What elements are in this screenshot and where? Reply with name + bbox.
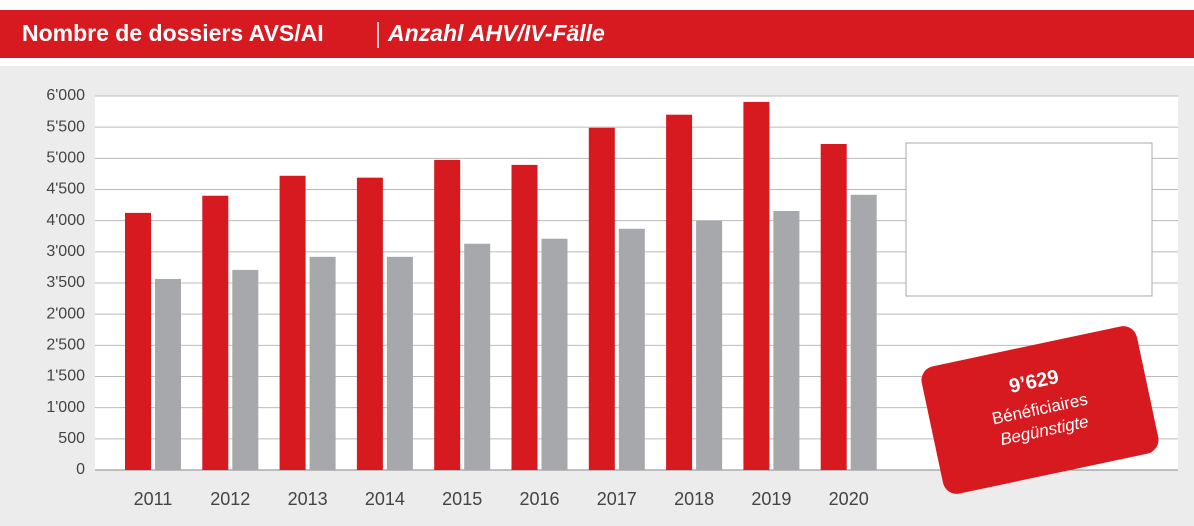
bar: [356, 177, 383, 470]
bar: [202, 195, 229, 470]
x-tick-label: 2020: [829, 489, 869, 509]
y-tick-label: 500: [58, 430, 85, 447]
x-tick-label: 2014: [365, 489, 405, 509]
bar: [541, 238, 568, 470]
x-tick-label: 2016: [519, 489, 559, 509]
bar: [588, 127, 615, 470]
bar: [773, 211, 800, 470]
chart-subtitle: Anzahl AHV/IV-Fälle: [387, 20, 605, 46]
x-tick-label: 2017: [597, 489, 637, 509]
y-tick-label: 2'000: [46, 305, 85, 322]
x-tick-label: 2012: [210, 489, 250, 509]
bar: [232, 269, 259, 470]
y-tick-label: 3'500: [46, 274, 85, 291]
bar: [511, 164, 538, 470]
bar: [743, 101, 770, 471]
bar: [696, 220, 723, 470]
x-tick-label: 2018: [674, 489, 714, 509]
header-bar: [0, 10, 1194, 58]
x-tick-label: 2019: [751, 489, 791, 509]
y-tick-label: 1'500: [46, 368, 85, 385]
bar: [386, 256, 413, 470]
y-tick-label: 0: [76, 461, 85, 478]
x-tick-label: 2015: [442, 489, 482, 509]
bar: [618, 228, 645, 470]
bar: [850, 194, 877, 470]
bar: [666, 114, 693, 470]
legend: [905, 142, 1153, 297]
y-tick-label: 4'000: [46, 212, 85, 229]
x-tick-label: 2013: [288, 489, 328, 509]
y-tick-label: 3'000: [46, 243, 85, 260]
y-tick-label: 6'000: [46, 87, 85, 104]
y-tick-label: 2'500: [46, 337, 85, 354]
badge-box: [921, 326, 1159, 494]
y-tick-label: 5'500: [46, 118, 85, 135]
badge: 9’629 Bénéficiaires Begünstigte: [921, 326, 1159, 494]
y-tick-label: 5'000: [46, 150, 85, 167]
bar: [309, 256, 336, 470]
bar: [434, 159, 461, 470]
bar: [155, 278, 181, 470]
chart-title: Nombre de dossiers AVS/AI: [22, 20, 324, 46]
bar: [464, 243, 491, 470]
y-tick-label: 4'500: [46, 181, 85, 198]
y-tick-label: 1'000: [46, 399, 85, 416]
x-tick-label: 2011: [134, 489, 173, 509]
bar: [279, 175, 306, 470]
bar: [820, 143, 847, 470]
bar: [125, 212, 151, 470]
